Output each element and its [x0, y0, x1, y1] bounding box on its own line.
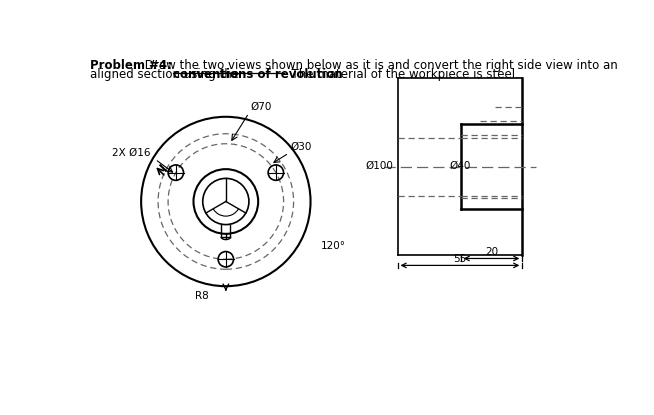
- Text: Ø30: Ø30: [290, 142, 312, 151]
- Text: Ø40: Ø40: [450, 160, 472, 170]
- Text: Ø100: Ø100: [366, 160, 394, 170]
- Text: Problem #4:: Problem #4:: [90, 59, 171, 72]
- Text: . The material of the workpiece is steel.: . The material of the workpiece is steel…: [284, 68, 519, 81]
- Text: R8: R8: [195, 291, 209, 301]
- Text: Ø70: Ø70: [250, 101, 272, 111]
- Text: 55: 55: [453, 254, 466, 264]
- Text: 2X Ø16: 2X Ø16: [112, 148, 150, 158]
- Text: aligned section using the: aligned section using the: [90, 68, 242, 81]
- Text: Draw the two views shown below as it is and convert the right side view into an: Draw the two views shown below as it is …: [141, 59, 618, 72]
- Text: conventions of revolution: conventions of revolution: [173, 68, 342, 81]
- Text: 120°: 120°: [320, 241, 345, 251]
- Text: 20: 20: [485, 247, 498, 257]
